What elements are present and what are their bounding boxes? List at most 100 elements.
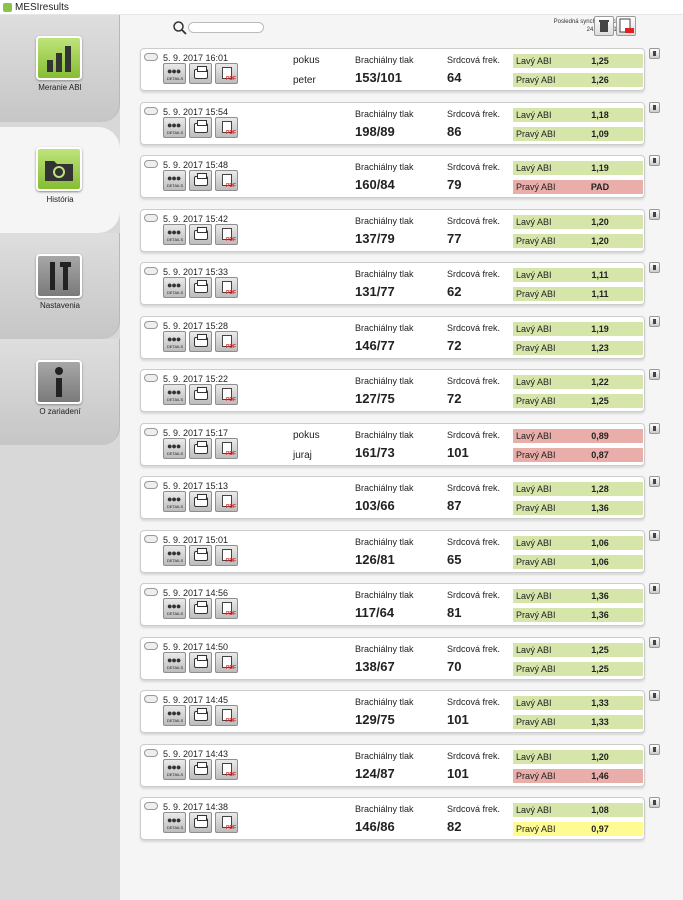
sidebar-item-nastavenia[interactable]: Nastavenia [0,233,120,339]
left-abi-label: Lavý ABI [516,591,552,601]
details-button[interactable]: ●●● DETAILS [163,63,186,84]
delete-record-button[interactable] [649,529,660,541]
details-button[interactable]: ●●● DETAILS [163,758,186,780]
delete-record-button[interactable] [649,315,660,327]
left-abi-label: Lavý ABI [516,484,552,494]
print-button[interactable] [189,544,212,566]
pdf-label: PDF [226,290,236,296]
measurement-card[interactable]: 5. 9. 2017 14:45 ●●● DETAILS PDF Brachiálny … [140,690,645,733]
print-button[interactable] [189,437,212,459]
measurement-card[interactable]: 5. 9. 2017 15:17 ●●● DETAILS PDF pokus juraj B… [140,422,645,466]
print-button[interactable] [189,705,212,726]
print-button[interactable] [189,277,212,298]
pdf-button[interactable]: PDF [215,651,238,673]
pdf-button[interactable]: PDF [215,116,238,138]
measurement-card[interactable]: 5. 9. 2017 14:50 ●●● DETAILS PDF Brachiálny … [140,636,645,680]
pdf-button[interactable]: PDF [215,277,238,298]
sidebar-item-meranie-abi[interactable]: Meranie ABI [0,15,120,122]
pdf-button[interactable]: PDF [215,705,238,726]
print-button[interactable] [189,651,212,673]
delete-record-button[interactable] [649,743,660,755]
print-button[interactable] [189,384,212,405]
hr-value: 65 [447,551,462,567]
measurement-card[interactable]: 5. 9. 2017 15:54 ●●● DETAILS PDF Brachiálny … [140,101,645,145]
search-input[interactable] [188,22,264,33]
measurement-card[interactable]: 5. 9. 2017 15:48 ●●● DETAILS PDF Brachiálny … [140,155,645,198]
measurement-card[interactable]: 5. 9. 2017 16:01 ●●● DETAILS PDF pokus peter B… [140,48,645,91]
delete-record-button[interactable] [649,476,660,487]
left-abi-badge: Lavý ABI 1,25 [513,54,643,68]
measurement-card[interactable]: 5. 9. 2017 14:56 ●●● DETAILS PDF Brachiálny … [140,583,645,626]
pdf-label: PDF [226,557,236,564]
print-button[interactable] [189,63,212,84]
measurement-card[interactable]: 5. 9. 2017 14:38 ●●● DETAILS PDF Brachiálny … [140,797,645,840]
details-button[interactable]: ●●● DETAILS [163,705,186,726]
pdf-button[interactable]: PDF [215,544,238,566]
sidebar-item-o-zariadeni[interactable]: O zariadení [0,339,120,445]
measurement-card[interactable]: 5. 9. 2017 15:01 ●●● DETAILS PDF Brachiálny … [140,529,645,573]
delete-record-button[interactable] [649,155,660,166]
details-button[interactable]: ●●● DETAILS [163,812,186,833]
print-button[interactable] [189,330,212,352]
pdf-button[interactable]: PDF [215,812,238,833]
left-abi-label: Lavý ABI [516,216,552,227]
pdf-button[interactable]: PDF [215,437,238,459]
search-icon[interactable] [172,20,188,36]
right-abi-badge: Pravý ABI PAD [513,180,643,194]
details-button[interactable]: ●●● DETAILS [163,223,186,245]
measurement-card[interactable]: 5. 9. 2017 15:42 ●●● DETAILS PDF Brachiálny … [140,208,645,252]
measurement-card[interactable]: 5. 9. 2017 15:13 ●●● DETAILS PDF Brachiálny … [140,476,645,519]
sidebar-item-historia[interactable]: História [0,127,120,233]
delete-record-button[interactable] [649,262,660,273]
pdf-button[interactable]: PDF [215,330,238,352]
left-abi-label: Lavý ABI [516,270,552,280]
pdf-button[interactable]: PDF [215,223,238,245]
delete-record-button[interactable] [649,797,660,808]
pdf-button[interactable]: PDF [215,598,238,619]
print-button[interactable] [189,170,212,191]
details-button[interactable]: ●●● DETAILS [163,491,186,512]
delete-record-button[interactable] [649,48,660,59]
print-button[interactable] [189,812,212,833]
delete-record-button[interactable] [649,101,660,113]
pdf-button[interactable]: PDF [215,758,238,780]
pdf-button[interactable]: PDF [215,384,238,405]
pdf-button[interactable]: PDF [215,170,238,191]
delete-record-button[interactable] [649,636,660,648]
measurement-card[interactable]: 5. 9. 2017 15:22 ●●● DETAILS PDF Brachiálny … [140,369,645,412]
details-button[interactable]: ●●● DETAILS [163,651,186,673]
export-all-button[interactable] [616,16,636,36]
delete-record-button[interactable] [649,690,660,701]
right-abi-value: 1,36 [591,503,609,513]
dots-icon: ●●● [167,387,181,397]
measurement-card[interactable]: 5. 9. 2017 14:43 ●●● DETAILS PDF Brachiálny … [140,743,645,787]
details-button[interactable]: ●●● DETAILS [163,330,186,352]
print-button[interactable] [189,116,212,138]
details-button[interactable]: ●●● DETAILS [163,437,186,459]
print-button[interactable] [189,598,212,619]
right-abi-value: PAD [590,182,610,192]
details-button[interactable]: ●●● DETAILS [163,598,186,619]
print-button[interactable] [189,491,212,512]
details-button[interactable]: ●●● DETAILS [163,170,186,191]
delete-all-button[interactable] [594,16,614,36]
pdf-button[interactable]: PDF [215,63,238,84]
right-abi-label: Pravý ABI [516,717,556,727]
measurement-card[interactable]: 5. 9. 2017 15:33 ●●● DETAILS PDF Brachiálny … [140,262,645,305]
pdf-button[interactable]: PDF [215,491,238,512]
measurement-card[interactable]: 5. 9. 2017 15:28 ●●● DETAILS PDF Brachiálny … [140,315,645,359]
details-button[interactable]: ●●● DETAILS [163,116,186,138]
delete-record-button[interactable] [649,583,660,594]
record-type-icon [144,374,158,382]
print-button[interactable] [189,758,212,780]
delete-record-button[interactable] [649,369,660,380]
print-button[interactable] [189,223,212,245]
details-button[interactable]: ●●● DETAILS [163,277,186,298]
details-button[interactable]: ●●● DETAILS [163,544,186,566]
delete-record-button[interactable] [649,208,660,220]
details-button[interactable]: ●●● DETAILS [163,384,186,405]
bp-label: Brachiálny tlak [355,483,414,493]
printer-icon [194,280,208,293]
delete-record-button[interactable] [649,422,660,434]
bp-value: 161/73 [355,444,395,460]
